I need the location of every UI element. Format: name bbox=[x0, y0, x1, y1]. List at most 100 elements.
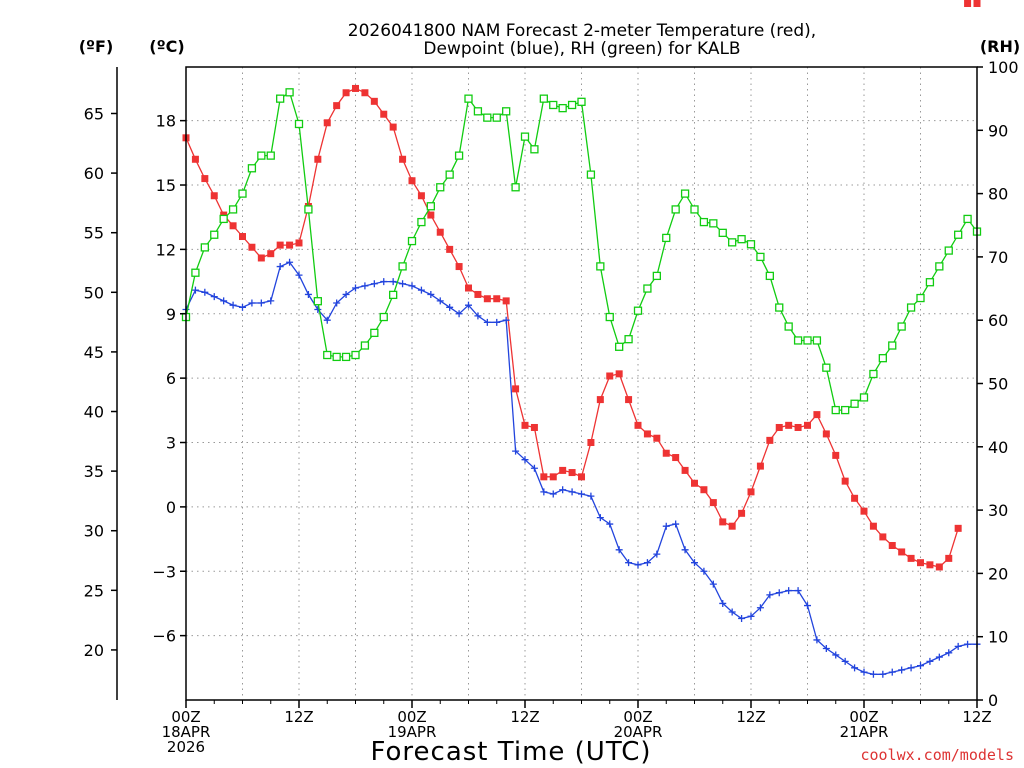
fahrenheit-tick-label: 40 bbox=[84, 403, 104, 422]
rh-point bbox=[596, 262, 605, 271]
dewpoint-point bbox=[314, 305, 322, 313]
chart-title-line2: Dewpoint (blue), RH (green) for KALB bbox=[423, 39, 740, 59]
dewpoint-point bbox=[794, 587, 802, 595]
temperature-point bbox=[248, 243, 256, 251]
dewpoint-point bbox=[220, 297, 228, 305]
celsius-tick-label: −3 bbox=[152, 562, 176, 581]
temperature-point bbox=[540, 473, 548, 481]
dewpoint-point bbox=[549, 490, 557, 498]
dewpoint-point bbox=[417, 286, 425, 294]
rh-tick-label: 100 bbox=[988, 58, 1019, 77]
dewpoint-point bbox=[304, 290, 312, 298]
rh-point bbox=[652, 271, 661, 281]
dewpoint-point bbox=[643, 559, 651, 567]
temperature-point bbox=[596, 396, 604, 404]
rh-point bbox=[756, 252, 765, 262]
rh-point bbox=[728, 238, 737, 247]
temperature-point bbox=[945, 554, 953, 562]
credit-text: coolwx.com/models bbox=[860, 746, 1014, 764]
dewpoint-point bbox=[879, 670, 887, 678]
dewpoint-point bbox=[540, 488, 548, 496]
rh-point bbox=[624, 335, 633, 344]
rh-point bbox=[680, 189, 690, 198]
rh-point bbox=[539, 94, 548, 103]
rh-tick-label: 40 bbox=[988, 438, 1008, 457]
dewpoint-point bbox=[719, 599, 727, 607]
temperature-point bbox=[888, 542, 896, 550]
rh-point bbox=[247, 164, 257, 173]
dewpoint-point bbox=[286, 258, 294, 266]
rh-point bbox=[219, 214, 228, 224]
temperature-point bbox=[446, 245, 454, 253]
temperature-point bbox=[926, 561, 934, 569]
rh-point bbox=[266, 151, 275, 160]
temperature-point bbox=[361, 89, 369, 97]
dewpoint-point bbox=[568, 488, 576, 496]
temperature-point bbox=[333, 102, 341, 110]
celsius-tick-label: 15 bbox=[156, 176, 176, 195]
temperature-point bbox=[286, 241, 294, 249]
rh-point bbox=[878, 354, 887, 363]
dewpoint-point bbox=[248, 299, 256, 307]
temperature-point bbox=[342, 89, 350, 97]
dewpoint-point bbox=[841, 657, 849, 665]
celsius-tick-label: −6 bbox=[152, 627, 176, 646]
dewpoint-point bbox=[361, 282, 369, 290]
temperature-point bbox=[530, 423, 538, 431]
dewpoint-point bbox=[964, 640, 972, 648]
dewpoint-point bbox=[399, 280, 407, 288]
rh-point bbox=[643, 284, 652, 293]
temperature-point bbox=[267, 250, 275, 258]
dewpoint-point bbox=[728, 608, 736, 616]
fahrenheit-tick-label: 20 bbox=[84, 641, 104, 660]
temperature-point bbox=[606, 372, 614, 380]
x-tick-label: 00Z bbox=[397, 708, 426, 726]
temperature-point bbox=[869, 522, 877, 530]
rh-point bbox=[436, 183, 445, 192]
rh-point bbox=[341, 352, 351, 362]
dewpoint-point bbox=[804, 602, 811, 610]
rh-point bbox=[558, 103, 567, 113]
dewpoint-point bbox=[465, 301, 472, 309]
rh-point bbox=[464, 94, 473, 103]
chart-title-line1: 2026041800 NAM Forecast 2-meter Temperat… bbox=[348, 21, 816, 41]
rh-point bbox=[332, 352, 341, 362]
celsius-tick-label: 18 bbox=[156, 112, 176, 131]
x-tick-label: 19APR bbox=[388, 723, 437, 741]
temperature-point bbox=[747, 488, 755, 496]
rh-tick-label: 10 bbox=[988, 628, 1008, 647]
rh-point bbox=[502, 107, 511, 116]
dewpoint-point bbox=[267, 297, 275, 305]
dewpoint-point bbox=[587, 492, 595, 500]
x-tick-label: 00Z bbox=[171, 708, 200, 726]
rh-tick-label: 30 bbox=[988, 501, 1008, 520]
temperature-point bbox=[493, 295, 501, 303]
rh-point bbox=[841, 405, 850, 415]
dewpoint-point bbox=[954, 642, 962, 650]
dewpoint-point bbox=[606, 520, 614, 528]
temperature-point bbox=[672, 454, 680, 462]
temperature-point bbox=[323, 119, 331, 127]
dewpoint-point bbox=[474, 312, 482, 320]
temperature-point bbox=[370, 97, 378, 105]
x-tick-label: 00Z bbox=[623, 708, 652, 726]
temperature-point bbox=[483, 295, 491, 303]
temperature-point bbox=[954, 524, 962, 532]
rh-point bbox=[473, 107, 483, 116]
temperature-point bbox=[662, 449, 670, 457]
rh-point bbox=[718, 228, 727, 237]
rh-point bbox=[200, 243, 209, 252]
x-tick-label: 2026 bbox=[167, 738, 205, 756]
rh-point bbox=[699, 217, 709, 227]
temperature-point bbox=[728, 522, 736, 530]
dewpoint-point bbox=[672, 520, 680, 528]
rh-point bbox=[530, 145, 539, 154]
rh-point bbox=[276, 94, 285, 103]
rh-point bbox=[492, 113, 501, 122]
temperature-point bbox=[775, 423, 783, 431]
rh-point bbox=[520, 132, 530, 141]
rh-point bbox=[483, 113, 492, 122]
rh-point bbox=[888, 341, 897, 350]
rh-point bbox=[379, 312, 388, 322]
temperature-point bbox=[813, 411, 821, 419]
